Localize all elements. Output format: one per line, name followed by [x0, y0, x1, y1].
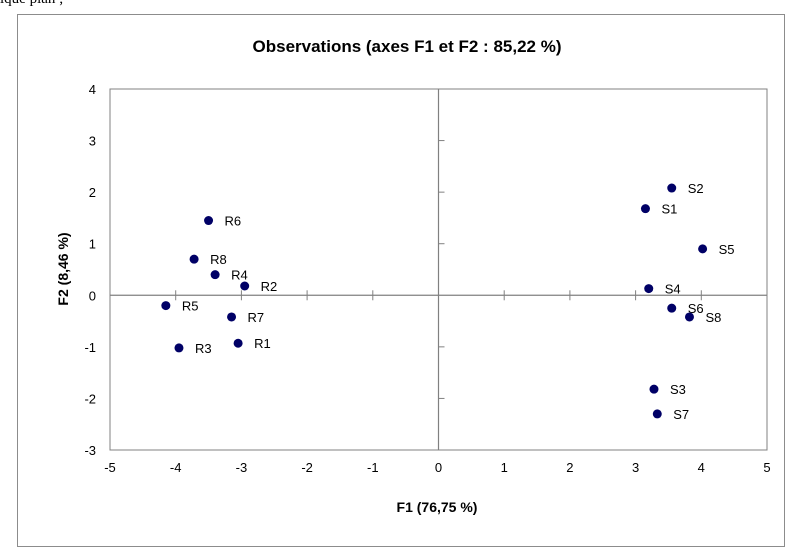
point-label: S4 [665, 282, 681, 297]
y-tick-label: 4 [89, 82, 96, 97]
point-label: S5 [719, 242, 735, 257]
data-point: R2 [240, 279, 277, 294]
point-label: S1 [661, 202, 677, 217]
page-text-fragment: ique plan ; [0, 0, 63, 8]
data-point: S8 [684, 310, 721, 325]
point-label: S6 [688, 301, 704, 316]
data-point: R4 [210, 268, 248, 283]
point-marker [174, 343, 184, 353]
point-marker [698, 244, 708, 254]
x-axis-label: F1 (76,75 %) [397, 499, 478, 515]
point-label: R6 [225, 214, 242, 229]
point-label: S2 [688, 181, 704, 196]
x-tick-label: 3 [632, 460, 639, 475]
x-tick-label: 4 [698, 460, 705, 475]
x-tick-label: -2 [301, 460, 313, 475]
x-tick-label: 1 [501, 460, 508, 475]
x-tick-label: -3 [236, 460, 248, 475]
data-point: R3 [174, 341, 212, 356]
data-point: R8 [189, 252, 227, 267]
x-tick-label: 5 [763, 460, 770, 475]
data-point: S4 [644, 282, 681, 297]
point-label: R3 [195, 341, 212, 356]
x-tick-label: -4 [170, 460, 182, 475]
x-tick-label: 0 [435, 460, 442, 475]
data-point: R5 [161, 299, 198, 314]
point-marker [210, 270, 220, 280]
point-label: S7 [673, 407, 689, 422]
point-marker [640, 204, 650, 214]
tick-labels: -5 -4 -3 -2 -1 0 1 2 3 4 5 4 3 2 1 0 -1 -2 -3 [84, 82, 770, 475]
point-marker [204, 216, 214, 226]
data-point: S7 [652, 407, 689, 422]
point-label: S8 [705, 310, 721, 325]
point-label: R4 [231, 268, 248, 283]
data-point: R7 [227, 310, 264, 325]
y-axis-label: F2 (8,46 %) [55, 232, 71, 305]
data-points: R1 R2 R3 R4 R5 R6 R7 R8 S1 S2 S3 S4 S5 S6 S7 S8 [161, 181, 735, 422]
point-label: R2 [261, 279, 278, 294]
x-tick-label: 2 [566, 460, 573, 475]
x-tick-label: -5 [104, 460, 116, 475]
point-label: R5 [182, 299, 199, 314]
y-tick-label: 2 [89, 185, 96, 200]
data-point: S3 [649, 382, 686, 397]
point-label: S3 [670, 382, 686, 397]
data-point: S1 [640, 202, 677, 217]
y-tick-label: -2 [84, 391, 96, 406]
point-marker [161, 301, 171, 311]
data-point: S2 [667, 181, 704, 196]
axes [110, 89, 767, 450]
y-tick-label: 0 [89, 288, 96, 303]
point-label: R1 [254, 336, 271, 351]
point-marker [667, 183, 677, 193]
data-point: R1 [233, 336, 271, 351]
point-marker [652, 409, 662, 419]
y-tick-label: -3 [84, 443, 96, 458]
point-marker [227, 312, 237, 322]
point-marker [233, 338, 243, 348]
y-tick-label: 3 [89, 134, 96, 149]
data-point: S6 [667, 301, 704, 316]
data-point: S5 [698, 242, 735, 257]
data-point: R6 [204, 214, 241, 229]
chart-title: Observations (axes F1 et F2 : 85,22 %) [253, 37, 562, 56]
x-tick-label: -1 [367, 460, 379, 475]
y-tick-label: 1 [89, 237, 96, 252]
point-marker [240, 281, 250, 291]
y-tick-label: -1 [84, 340, 96, 355]
point-marker [189, 254, 199, 264]
point-label: R7 [248, 310, 265, 325]
point-label: R8 [210, 252, 227, 267]
point-marker [644, 284, 654, 294]
point-marker [649, 384, 659, 394]
point-marker [667, 303, 677, 313]
point-marker [684, 312, 694, 322]
chart-frame [17, 14, 785, 547]
